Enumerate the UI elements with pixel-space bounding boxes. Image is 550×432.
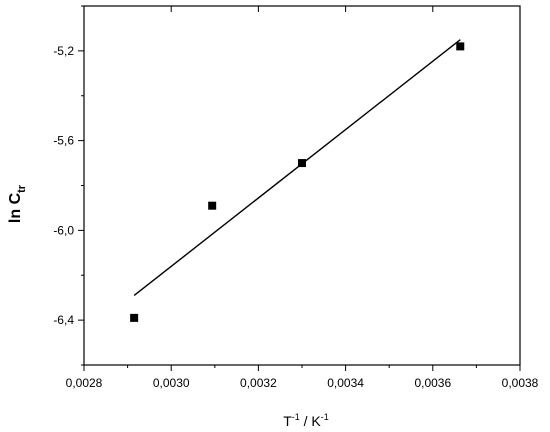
x-tick-label: 0,0034 <box>327 376 364 390</box>
y-tick-label: -6,0 <box>53 223 74 237</box>
y-tick-label: -5,2 <box>53 44 74 58</box>
plot-frame <box>83 5 521 366</box>
x-tick-label: 0,0036 <box>414 376 451 390</box>
data-point <box>208 201 217 210</box>
x-tick-label: 0,0038 <box>502 376 539 390</box>
data-point <box>298 159 306 168</box>
x-tick-label: 0,0028 <box>66 376 103 390</box>
y-tick-label: -6,4 <box>53 313 74 327</box>
x-tick-label: 0,0032 <box>240 376 277 390</box>
data-point <box>130 313 139 322</box>
y-axis-title: ln Ctr <box>7 184 28 223</box>
x-axis-title: T-1 / K-1 <box>283 412 329 429</box>
fit-line <box>133 39 461 296</box>
x-tick-label: 0,0030 <box>153 376 190 390</box>
y-tick-label: -5,6 <box>53 134 74 148</box>
data-point <box>456 42 465 51</box>
